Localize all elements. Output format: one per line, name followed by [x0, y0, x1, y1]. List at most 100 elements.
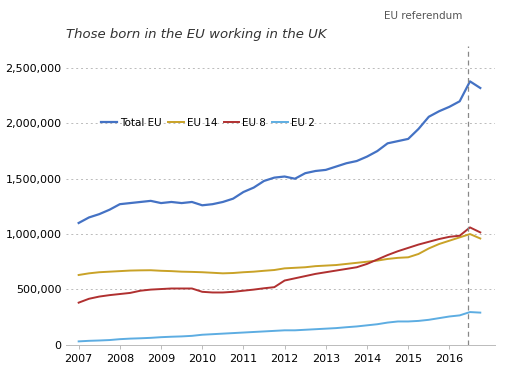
EU 2: [301, 327, 307, 332]
EU 2: [445, 314, 451, 319]
EU 8: [332, 268, 338, 273]
EU 8: [158, 287, 164, 291]
EU 14: [404, 255, 410, 260]
EU 2: [291, 328, 297, 332]
Total EU: [148, 198, 154, 203]
EU 2: [415, 319, 421, 323]
Total EU: [219, 200, 225, 204]
EU 2: [240, 330, 246, 335]
Total EU: [332, 164, 338, 169]
EU 14: [188, 270, 194, 274]
EU 8: [75, 300, 81, 305]
EU 14: [374, 258, 380, 263]
Total EU: [384, 141, 390, 146]
EU 14: [86, 271, 92, 276]
EU 8: [178, 286, 184, 291]
Total EU: [271, 175, 277, 180]
EU 2: [219, 331, 225, 336]
EU 14: [291, 265, 297, 270]
EU 8: [394, 249, 400, 254]
EU 14: [476, 236, 483, 241]
Total EU: [199, 203, 205, 208]
EU 2: [425, 318, 431, 322]
EU 14: [353, 260, 359, 265]
EU 8: [86, 296, 92, 301]
Total EU: [456, 99, 462, 103]
Total EU: [415, 127, 421, 131]
Total EU: [476, 86, 483, 90]
EU 8: [96, 294, 102, 299]
EU 8: [363, 262, 370, 266]
EU 8: [301, 274, 307, 278]
EU 2: [178, 334, 184, 339]
EU 8: [209, 290, 215, 295]
Total EU: [250, 185, 257, 190]
EU 14: [312, 264, 318, 268]
EU 8: [188, 286, 194, 291]
EU 2: [209, 332, 215, 337]
Total EU: [178, 201, 184, 205]
EU 8: [281, 278, 287, 283]
EU 2: [168, 334, 174, 339]
EU 2: [353, 324, 359, 329]
EU 8: [384, 253, 390, 257]
EU 8: [271, 285, 277, 290]
EU 8: [199, 290, 205, 294]
EU 8: [230, 290, 236, 294]
Total EU: [281, 174, 287, 179]
EU 2: [476, 310, 483, 315]
EU 8: [168, 286, 174, 291]
EU 8: [240, 288, 246, 293]
EU 8: [466, 225, 472, 230]
Total EU: [240, 190, 246, 194]
Line: EU 14: EU 14: [78, 234, 479, 275]
EU 2: [466, 310, 472, 314]
EU 14: [240, 270, 246, 275]
EU 8: [127, 291, 133, 295]
EU 2: [137, 336, 143, 340]
EU 14: [466, 232, 472, 236]
EU 14: [127, 268, 133, 273]
Total EU: [230, 196, 236, 201]
Text: Those born in the EU working in the UK: Those born in the EU working in the UK: [66, 28, 326, 41]
EU 2: [96, 338, 102, 343]
Total EU: [374, 149, 380, 153]
EU 8: [322, 270, 328, 275]
EU 8: [261, 286, 267, 291]
EU 2: [188, 334, 194, 338]
EU 14: [301, 265, 307, 270]
Total EU: [106, 208, 112, 212]
EU 8: [404, 246, 410, 250]
EU 2: [456, 313, 462, 318]
EU 2: [404, 319, 410, 324]
EU 2: [127, 336, 133, 341]
EU 14: [271, 268, 277, 272]
EU 8: [353, 265, 359, 270]
Total EU: [353, 159, 359, 163]
EU 8: [219, 290, 225, 295]
EU 2: [148, 336, 154, 340]
Total EU: [312, 169, 318, 173]
EU 14: [137, 268, 143, 273]
EU 8: [291, 276, 297, 281]
EU 2: [322, 326, 328, 331]
Total EU: [322, 168, 328, 172]
Total EU: [117, 202, 123, 206]
EU 8: [435, 237, 441, 241]
EU 2: [75, 339, 81, 344]
Total EU: [86, 215, 92, 220]
EU 14: [106, 269, 112, 274]
EU 8: [445, 234, 451, 239]
Total EU: [291, 177, 297, 181]
EU 14: [178, 269, 184, 274]
EU 14: [117, 269, 123, 273]
EU 2: [199, 332, 205, 337]
EU 14: [445, 238, 451, 243]
EU 2: [281, 328, 287, 332]
Total EU: [425, 115, 431, 119]
EU 2: [230, 331, 236, 336]
Text: EU referendum: EU referendum: [383, 11, 462, 21]
EU 8: [106, 293, 112, 298]
EU 14: [148, 268, 154, 273]
EU 8: [374, 257, 380, 262]
